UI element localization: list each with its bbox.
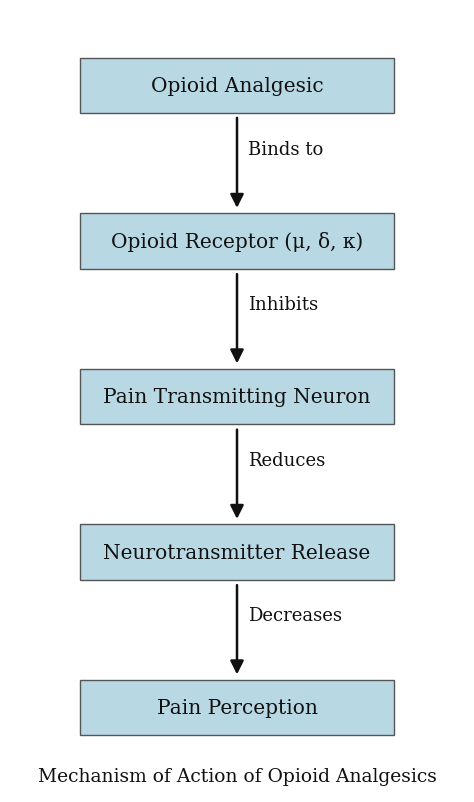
FancyBboxPatch shape	[80, 214, 394, 269]
Text: Mechanism of Action of Opioid Analgesics: Mechanism of Action of Opioid Analgesics	[37, 767, 437, 785]
Text: Opioid Analgesic: Opioid Analgesic	[151, 77, 323, 96]
Text: Pain Transmitting Neuron: Pain Transmitting Neuron	[103, 387, 371, 407]
FancyBboxPatch shape	[80, 525, 394, 580]
Text: Opioid Receptor (μ, δ, κ): Opioid Receptor (μ, δ, κ)	[111, 232, 363, 252]
FancyBboxPatch shape	[80, 59, 394, 114]
FancyBboxPatch shape	[80, 680, 394, 735]
Text: Inhibits: Inhibits	[248, 296, 318, 314]
Text: Binds to: Binds to	[248, 140, 323, 158]
FancyBboxPatch shape	[80, 369, 394, 425]
Text: Pain Perception: Pain Perception	[156, 699, 318, 717]
Text: Reduces: Reduces	[248, 452, 325, 469]
Text: Neurotransmitter Release: Neurotransmitter Release	[103, 543, 371, 562]
Text: Decreases: Decreases	[248, 606, 342, 625]
